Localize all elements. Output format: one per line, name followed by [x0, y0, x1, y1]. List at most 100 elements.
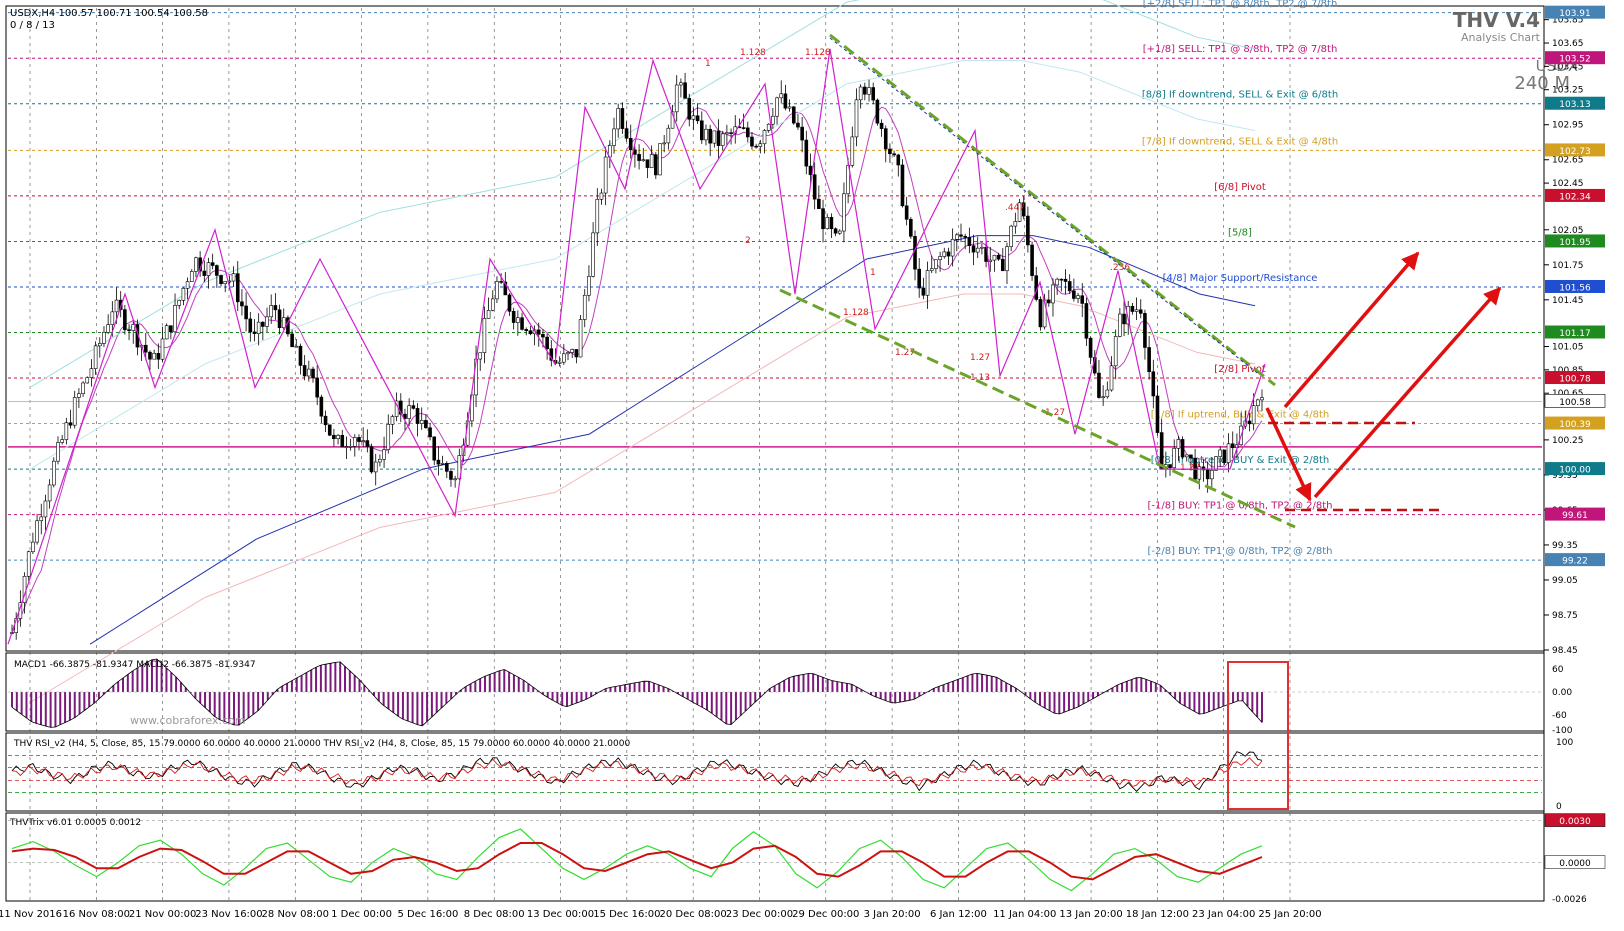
price-badge: [1545, 462, 1605, 476]
candle-body: [996, 254, 1001, 260]
candle-body: [850, 136, 855, 166]
candle-body: [570, 349, 575, 353]
candle-body: [39, 516, 44, 522]
candle-body: [896, 154, 901, 166]
candle-body: [1009, 225, 1013, 247]
candle-body: [152, 353, 156, 360]
candle-body: [261, 321, 265, 327]
candle-body: [1155, 395, 1160, 433]
candle-body: [545, 336, 549, 350]
candle-body: [687, 98, 692, 120]
price-badge-label: 103.13: [1559, 100, 1591, 110]
fib-annotations: 1.128 1.128 1 2 1.128 1 1.27 .447 1.13 1.27 .236 1.…: [705, 48, 1200, 473]
candle-body: [123, 309, 127, 330]
candle-body: [578, 319, 583, 358]
candle-body: [1113, 336, 1118, 367]
candle-body: [1017, 202, 1022, 222]
candle-body: [704, 128, 708, 141]
candle-body: [791, 106, 796, 124]
candle-body: [319, 396, 324, 417]
candle-body: [449, 471, 453, 480]
candle-body: [390, 416, 395, 425]
candle-body: [800, 126, 804, 141]
murrey-label: [-1/8] BUY: TP1 @ 0/8th, TP2 @ 2/8th: [1148, 501, 1333, 512]
y-tick-label: 100.25: [1552, 436, 1584, 446]
vertical-grid: [29, 8, 1291, 900]
candle-body: [89, 368, 94, 378]
trix-badge: [1544, 855, 1606, 869]
candle-body: [194, 257, 198, 272]
candle-body: [516, 317, 520, 323]
symbol-line: USDX,H4 100.57 100.71 100.54 100.58: [10, 8, 208, 19]
band-upper-inner: [29, 60, 1256, 470]
x-tick-label: 13 Dec 00:00: [527, 909, 594, 920]
candle-body: [340, 434, 345, 448]
candle-body: [43, 500, 48, 518]
candle-body: [804, 139, 809, 167]
price-badge-label: 99.61: [1562, 511, 1588, 521]
y-tick-label: 103.45: [1552, 62, 1584, 72]
candle-body: [787, 106, 792, 109]
price-badge-label: 103.91: [1559, 9, 1591, 19]
murrey-label: [2/8] Pivot: [1214, 364, 1266, 375]
candle-body: [281, 317, 286, 329]
candle-body: [240, 301, 244, 307]
fib-label: 1.27: [970, 353, 990, 363]
price-badge: [1545, 279, 1605, 293]
price-badge-label: 100.39: [1559, 420, 1591, 430]
arrow-up-1: [1283, 251, 1420, 409]
candle-body: [495, 281, 499, 300]
candle-body: [649, 154, 654, 168]
candle-body: [875, 99, 880, 124]
candle-body: [679, 82, 683, 86]
candle-body: [507, 294, 512, 312]
candle-body: [904, 205, 909, 220]
candle-body: [252, 331, 257, 334]
candle-body: [440, 463, 445, 465]
highlight-box: [1227, 661, 1289, 810]
candle-body: [382, 449, 386, 460]
candle-body: [64, 422, 69, 440]
candle-body: [102, 331, 106, 344]
candle-body: [1134, 309, 1139, 312]
fib-label: 1.13: [970, 373, 990, 383]
candle-body: [1080, 295, 1085, 304]
candle-body: [1205, 469, 1210, 480]
candle-body: [294, 345, 299, 348]
candle-body: [1030, 244, 1034, 276]
candle-body: [934, 259, 938, 269]
candle-body: [695, 115, 700, 122]
candle-body: [453, 478, 457, 481]
candle-body: [925, 270, 930, 296]
rsi-tick-label: 100: [1556, 738, 1573, 748]
candle-body: [110, 311, 115, 325]
candle-body: [160, 338, 165, 360]
candle-body: [1151, 371, 1156, 397]
y-tick-label: 98.45: [1552, 646, 1578, 656]
candle-body: [1051, 284, 1055, 304]
trix-header: THVTrix v6.01 0.0005 0.0012: [9, 818, 141, 828]
candle-body: [1130, 305, 1135, 312]
candle-body: [1126, 305, 1131, 325]
candle-body: [419, 420, 424, 424]
murrey-levels: [+2/8] SELL: TP1 @ 8/8th, TP2 @ 7/8th [+1…: [8, 0, 1542, 561]
x-tick-label: 11 Jan 04:00: [993, 909, 1056, 920]
candle-body: [963, 236, 967, 238]
price-badge: [1545, 5, 1605, 19]
murrey-label: [+2/8] SELL: TP1 @ 8/8th, TP2 @ 7/8th: [1143, 0, 1338, 10]
candle-body: [185, 281, 190, 289]
candle-body: [490, 298, 495, 311]
candle-body: [942, 251, 947, 257]
y-tick-label: 99.95: [1552, 471, 1578, 481]
candle-body: [1147, 347, 1151, 373]
channel-inner-line: [829, 37, 1261, 376]
candle-body: [444, 463, 449, 472]
candle-body: [716, 130, 721, 146]
candle-body: [871, 87, 876, 101]
candle-body: [1159, 432, 1164, 469]
x-tick-label: 13 Jan 20:00: [1059, 909, 1122, 920]
candle-body: [1226, 443, 1231, 463]
candlesticks: [10, 72, 1264, 640]
trix-series-line: [11, 842, 1263, 881]
